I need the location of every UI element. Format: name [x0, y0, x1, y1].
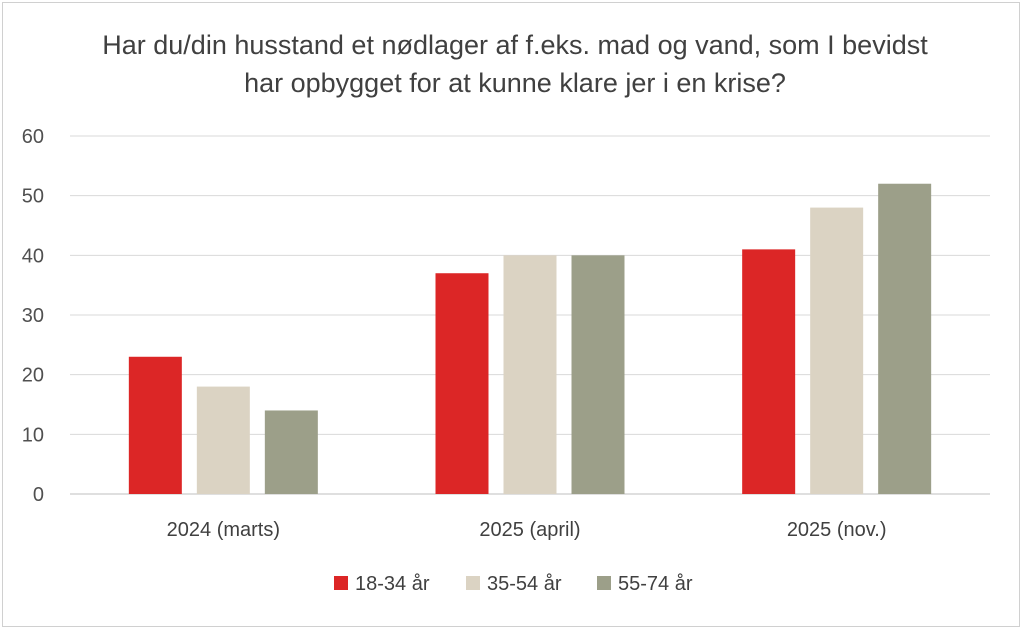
chart-title: Har du/din husstand et nødlager af f.eks… — [102, 30, 928, 98]
y-axis-ticks: 0 10 20 30 40 50 60 — [22, 126, 44, 506]
bar — [571, 255, 625, 494]
y-tick-label: 40 — [22, 245, 44, 267]
y-tick-label: 0 — [33, 484, 44, 506]
bar — [435, 273, 489, 494]
legend-swatch — [466, 576, 480, 590]
legend-swatch — [334, 576, 348, 590]
bar — [742, 249, 796, 494]
y-tick-label: 30 — [22, 305, 44, 327]
legend-label: 18-34 år — [355, 573, 430, 595]
bar — [503, 255, 557, 494]
x-category-label: 2024 (marts) — [167, 519, 280, 541]
bar — [878, 183, 932, 494]
bars — [128, 183, 932, 494]
x-axis-categories: 2024 (marts) 2025 (april) 2025 (nov.) — [167, 519, 887, 541]
legend-swatch — [597, 576, 611, 590]
y-tick-label: 50 — [22, 186, 44, 208]
legend-label: 35-54 år — [487, 573, 562, 595]
y-tick-label: 10 — [22, 424, 44, 446]
bar — [196, 386, 250, 494]
y-tick-label: 20 — [22, 365, 44, 387]
bar — [128, 356, 182, 494]
legend: 18-34 år 35-54 år 55-74 år — [334, 573, 693, 595]
legend-label: 55-74 år — [618, 573, 693, 595]
bar — [810, 207, 864, 494]
x-category-label: 2025 (april) — [479, 519, 580, 541]
y-tick-label: 60 — [22, 126, 44, 148]
x-category-label: 2025 (nov.) — [787, 519, 887, 541]
bar — [264, 410, 318, 494]
